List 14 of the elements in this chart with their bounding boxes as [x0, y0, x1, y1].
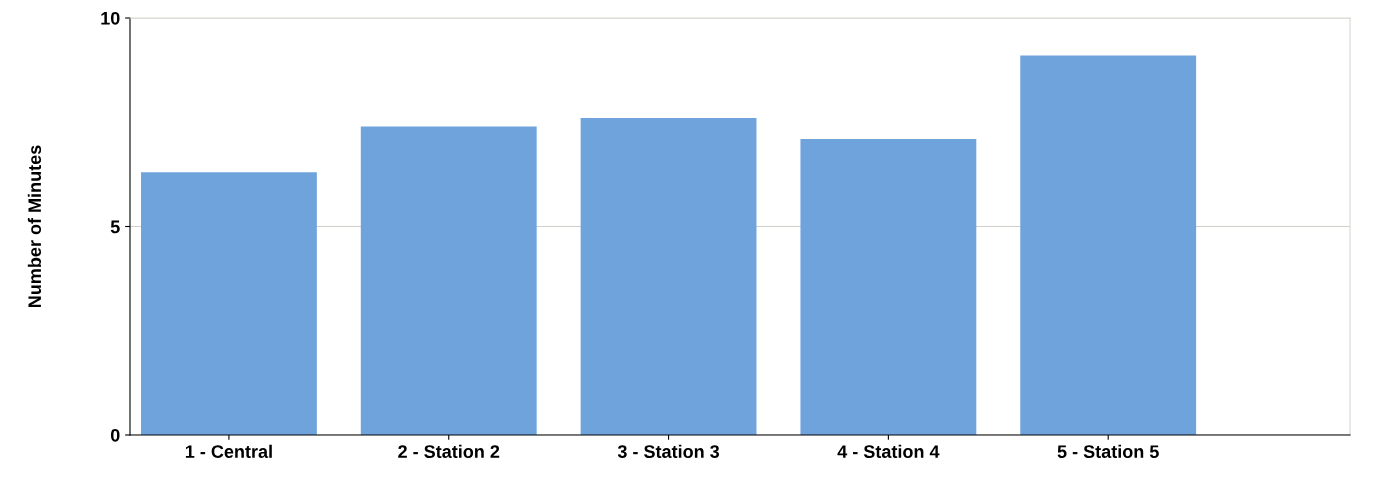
y-tick-label: 10	[101, 11, 120, 25]
bar	[140, 172, 317, 435]
x-tick-label: 2 - Station 2	[398, 444, 500, 458]
x-tick-label: 3 - Station 3	[617, 444, 720, 459]
x-tick-label: 4 - Station 4	[837, 444, 940, 458]
y-tick-label: 5	[110, 220, 120, 234]
y-tick-label: 0	[110, 428, 120, 442]
bar	[360, 126, 537, 435]
bar	[1020, 55, 1197, 435]
x-tick-label: 1 - Central	[185, 444, 272, 458]
y-axis-title: Number of Minutes	[27, 145, 42, 308]
bar	[800, 138, 977, 435]
x-tick-label: 5 - Station 5	[1057, 444, 1159, 458]
bar	[580, 118, 757, 435]
